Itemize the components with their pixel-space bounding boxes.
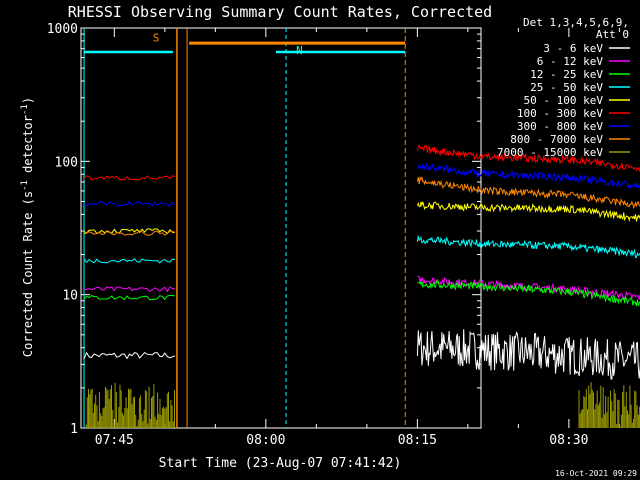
legend-header-line-1: Det 1,3,4,5,6,9,: [523, 16, 629, 29]
series-line: [83, 162, 640, 207]
x-tick-label: 08:15: [398, 433, 437, 448]
series-line: [83, 275, 640, 300]
y-tick-label: 10: [62, 289, 78, 304]
x-tick-label: 08:30: [549, 433, 588, 448]
night-flag-label: N: [296, 44, 303, 57]
series-line: [83, 329, 640, 380]
y-tick-label: 1000: [47, 22, 78, 37]
x-tick-label: 07:45: [95, 433, 134, 448]
plot-frame: [80, 27, 482, 429]
legend-entry-label: 3 - 6 keV: [543, 42, 603, 55]
series-line: [83, 201, 640, 234]
series-line: [83, 175, 640, 236]
ylabel-part-2: detector: [21, 115, 35, 180]
ylabel-sup-2: -1: [20, 104, 30, 115]
legend-entry-label: 6 - 12 keV: [537, 55, 604, 68]
series-line: [83, 144, 640, 181]
series-line: [83, 280, 640, 307]
chart-title: RHESSI Observing Summary Count Rates, Co…: [68, 3, 492, 21]
legend-entry-label: 300 - 800 keV: [517, 120, 603, 133]
legend-entry-label: 50 - 100 keV: [524, 94, 604, 107]
ylabel-part-1: Corrected Count Rate (s: [21, 191, 35, 357]
y-axis-label: Corrected Count Rate (s-1 detector-1): [20, 97, 35, 357]
plot-area: 110100100007:4508:0008:1508:3008:4509:00…: [47, 22, 640, 448]
legend-entry-label: 7000 - 15000 keV: [497, 146, 603, 159]
ylabel-part-3: ): [21, 97, 35, 104]
series-line: [83, 235, 640, 264]
x-axis-label: Start Time (23-Aug-07 07:41:42): [159, 456, 402, 471]
footer-timestamp: 16-Oct-2021 09:29: [555, 469, 637, 478]
legend-entry-label: 25 - 50 keV: [530, 81, 603, 94]
y-tick-label: 1: [70, 422, 78, 437]
x-tick-label: 08:00: [246, 433, 285, 448]
series-line-7000-15000: [85, 382, 640, 428]
legend-entry-label: 100 - 300 keV: [517, 107, 603, 120]
ylabel-sup-1: -1: [20, 180, 30, 191]
legend-entry-label: 12 - 25 keV: [530, 68, 603, 81]
legend-entry-label: 800 - 7000 keV: [510, 133, 603, 146]
legend-header-line-2: Att 0: [596, 28, 629, 41]
saa-flag-label: S: [153, 32, 160, 45]
y-tick-label: 100: [55, 155, 78, 170]
